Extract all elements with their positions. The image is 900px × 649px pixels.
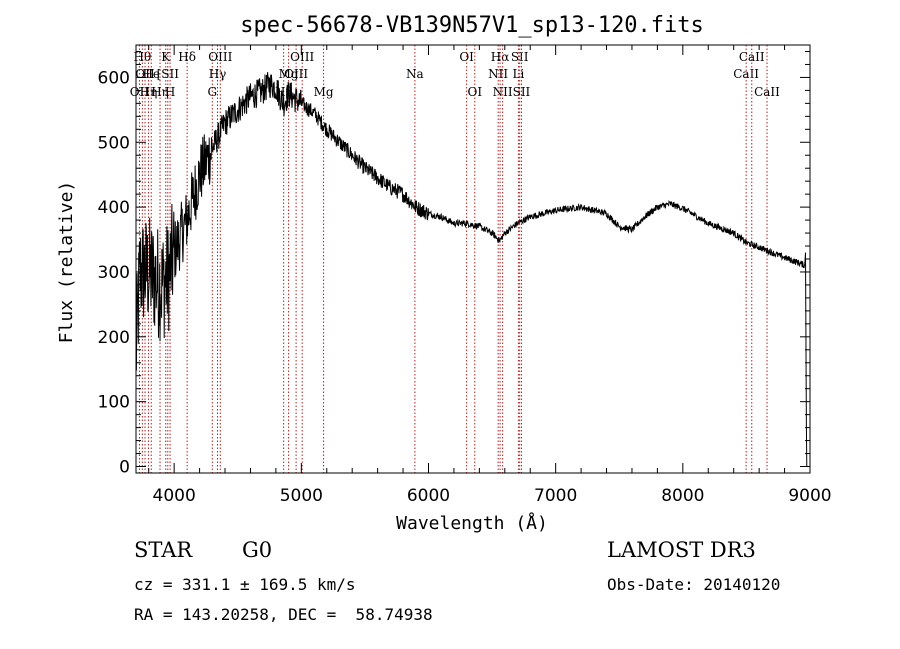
emission-line-label: OII (130, 85, 150, 99)
emission-line-label: Li (512, 67, 524, 81)
x-tick-label: 4000 (153, 486, 196, 506)
y-tick-label: 600 (98, 68, 130, 88)
object-class: STAR (134, 538, 193, 562)
emission-line-label: Hα (491, 50, 510, 64)
emission-line-label: NII (488, 67, 508, 81)
y-axis-label: Flux (relative) (56, 181, 77, 344)
emission-line-label: OI (467, 85, 482, 99)
emission-line-label: NII (493, 85, 513, 99)
emission-line-label: He (142, 67, 160, 81)
emission-line-label: Hγ (209, 67, 227, 81)
emission-line-label: OI (459, 50, 474, 64)
emission-line-label: G (208, 85, 218, 99)
emission-line-label: CaII (739, 50, 765, 64)
emission-line-label: Hδ (178, 50, 196, 64)
x-tick-label: 6000 (407, 486, 450, 506)
emission-line-label: SII (513, 85, 531, 99)
emission-line-label: OIII (208, 50, 232, 64)
x-axis-label: Wavelength (Å) (396, 512, 548, 534)
emission-line-label: K (161, 50, 171, 64)
axis-ticks: 4000 5000 6000 7000 8000 9000 0 100 200 300 400 500… (98, 45, 832, 506)
x-tick-label: 9000 (788, 486, 831, 506)
emission-line-label: SII (511, 50, 529, 64)
plot-frame (135, 44, 811, 474)
emission-line-label: OIII (290, 50, 314, 64)
sky-coordinates: RA = 143.20258, DEC = 58.74938 (134, 605, 433, 624)
object-subclass: G0 (242, 538, 273, 562)
x-tick-label: 8000 (661, 486, 704, 506)
emission-line-label: CaII (754, 85, 780, 99)
emission-line-label: Hθ (134, 50, 152, 64)
y-tick-label: 500 (98, 133, 130, 153)
y-tick-label: 300 (98, 263, 130, 283)
observation-date: Obs-Date: 20140120 (607, 575, 781, 594)
emission-line-label: Mg (279, 67, 299, 81)
emission-line-label: H (165, 85, 175, 99)
emission-line-label: Hη (151, 85, 169, 99)
emission-line-label: CaII (733, 67, 759, 81)
emission-line-label: [SII (157, 67, 180, 81)
x-tick-label: 5000 (280, 486, 323, 506)
spectrum-series-line (135, 72, 808, 467)
survey-name: LAMOST DR3 (607, 538, 756, 562)
x-tick-label: 7000 (534, 486, 577, 506)
emission-line-label: Mg (314, 85, 334, 99)
redshift-velocity: cz = 331.1 ± 169.5 km/s (134, 575, 356, 594)
emission-line-label: Na (406, 67, 424, 81)
chart-title: spec-56678-VB139N57V1_sp13-120.fits (240, 13, 704, 38)
y-tick-label: 400 (98, 198, 130, 218)
emission-line-label: Hη (140, 85, 158, 99)
y-tick-label: 100 (98, 393, 130, 413)
y-tick-label: 0 (119, 458, 130, 478)
y-tick-label: 200 (98, 328, 130, 348)
emission-lines: OIIHθOIIHηHeHηK[SIIHHδGHγOIIIHβMgOIIIOII… (130, 45, 780, 473)
emission-line-label: OIII (284, 67, 308, 81)
